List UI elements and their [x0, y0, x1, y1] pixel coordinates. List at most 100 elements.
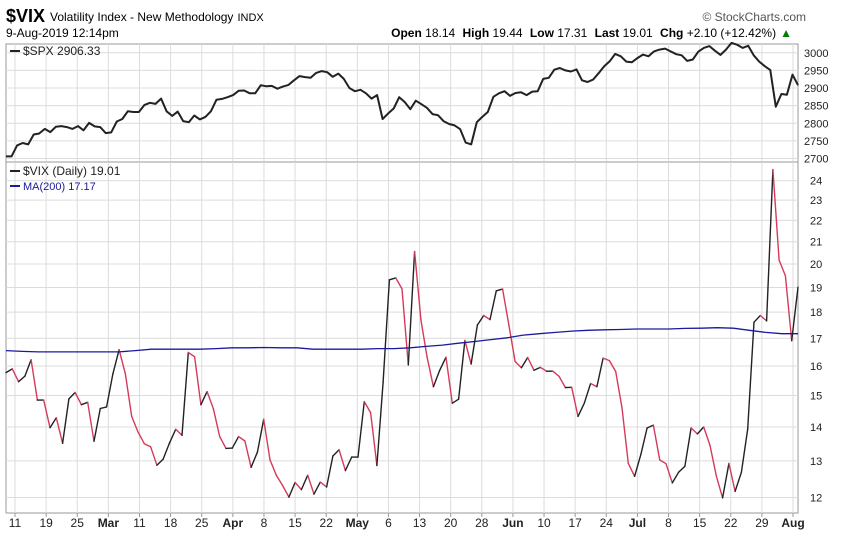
x-tick-label: Jul — [629, 516, 646, 530]
vix-segment — [212, 408, 221, 438]
vix-segment — [86, 401, 95, 442]
vix-segment — [608, 359, 617, 373]
exchange: INDX — [237, 12, 264, 24]
vix-segment — [489, 290, 497, 321]
vix-segment — [747, 321, 755, 430]
vix-segment — [382, 279, 391, 383]
vix-y-tick-label: 15 — [810, 391, 822, 403]
vix-segment — [539, 366, 548, 372]
vix-segment — [715, 475, 724, 499]
brand-watermark[interactable]: © StockCharts.com — [702, 10, 806, 24]
open-value: 18.14 — [425, 26, 456, 40]
vix-segment — [357, 400, 365, 458]
vix-segment — [181, 351, 190, 436]
x-tick-label: 22 — [320, 516, 334, 530]
x-tick-label: 20 — [444, 516, 458, 530]
vix-segment — [218, 435, 227, 450]
vix-segment — [426, 356, 435, 388]
vix-segment — [791, 286, 799, 342]
x-tick-label: May — [346, 516, 370, 530]
x-tick-label: 6 — [385, 516, 392, 530]
x-tick-label: 28 — [475, 516, 489, 530]
vix-segment — [514, 360, 523, 369]
vix-segment — [288, 481, 296, 498]
vix-segment — [464, 339, 472, 365]
vix-segment — [105, 373, 114, 408]
vix-segment — [187, 351, 196, 358]
vix-y-tick-label: 21 — [810, 237, 822, 249]
vix-segment — [369, 411, 378, 467]
up-arrow-icon: ▲ — [780, 26, 792, 40]
vix-segment — [143, 443, 152, 448]
x-tick-label: 8 — [665, 516, 672, 530]
x-tick-label: 25 — [195, 516, 209, 530]
vix-segment — [43, 399, 51, 429]
x-tick-label: 15 — [693, 516, 707, 530]
vix-y-tick-label: 16 — [810, 361, 822, 373]
x-tick-label: 24 — [600, 516, 614, 530]
vix-segment — [728, 462, 736, 493]
vix-segment — [476, 314, 485, 326]
vix-segment — [703, 426, 711, 447]
spx-y-tick-label: 2900 — [804, 83, 828, 95]
vix-segment — [753, 314, 761, 323]
vix-segment — [99, 406, 108, 410]
vix-segment — [193, 356, 202, 406]
vix-y-tick-label: 12 — [810, 493, 822, 505]
x-tick-label: Aug — [781, 516, 804, 530]
vix-segment — [589, 382, 598, 388]
vix-segment — [602, 357, 611, 362]
x-tick-label: 18 — [164, 516, 178, 530]
quote-date: 9-Aug-2019 12:14pm — [6, 26, 119, 40]
x-tick-label: 15 — [288, 516, 302, 530]
ohlc-values: Open 18.14 High 19.44 Low 17.31 Last 19.… — [391, 26, 796, 40]
vix-y-tick-label: 14 — [810, 422, 822, 434]
vix-segment — [621, 407, 629, 465]
vix-y-tick-label: 13 — [810, 456, 822, 468]
last-label: Last — [594, 26, 620, 40]
vix-segment — [319, 481, 328, 488]
vix-segment — [627, 462, 636, 477]
vix-segment — [734, 471, 743, 493]
spx-line — [6, 42, 799, 158]
vix-segment — [149, 446, 158, 466]
chg-label: Chg — [660, 26, 684, 40]
x-tick-label: 17 — [568, 516, 582, 530]
vix-segment — [759, 314, 768, 322]
vix-segment — [124, 373, 133, 418]
x-tick-label: Jun — [502, 516, 523, 530]
vix-segment — [457, 339, 466, 400]
vix-segment — [24, 359, 32, 377]
vix-segment — [237, 435, 246, 442]
vix-segment — [765, 168, 774, 322]
vix-segment — [709, 444, 717, 477]
vix-segment — [300, 474, 309, 491]
chg-value: +2.10 (+12.42%) — [686, 26, 777, 40]
vix-segment — [445, 356, 453, 404]
vix-segment — [501, 288, 510, 326]
vix-y-tick-label: 24 — [810, 176, 822, 188]
vix-y-tick-label: 18 — [810, 307, 822, 319]
vix-segment — [313, 481, 321, 495]
vix-segment — [520, 356, 529, 369]
spx-legend-label: $SPX 2906.33 — [23, 44, 101, 58]
vix-segment — [583, 382, 592, 404]
spx-y-tick-label: 3000 — [804, 48, 828, 60]
vix-segment — [80, 401, 89, 406]
vix-legend-label: $VIX (Daily) 19.01 — [23, 164, 121, 178]
vix-segment — [376, 381, 384, 467]
price-chart[interactable]: 2700 2750 2800 2850 2900 2950 3000 $SPX 2906.33… — [0, 42, 846, 543]
vix-segment — [483, 314, 491, 321]
vix-segment — [721, 462, 730, 499]
description-text: Volatility Index - New Methodology — [50, 10, 234, 24]
x-tick-label: 22 — [724, 516, 738, 530]
vix-segment — [696, 426, 705, 435]
x-tick-label: 11 — [133, 516, 146, 530]
x-tick-label: 13 — [413, 516, 427, 530]
vix-segment — [671, 471, 680, 484]
vix-segment — [552, 370, 560, 378]
vix-segment — [93, 407, 102, 442]
vix-segment — [577, 402, 585, 418]
vix-segment — [652, 424, 661, 461]
vix-segment — [174, 428, 183, 436]
